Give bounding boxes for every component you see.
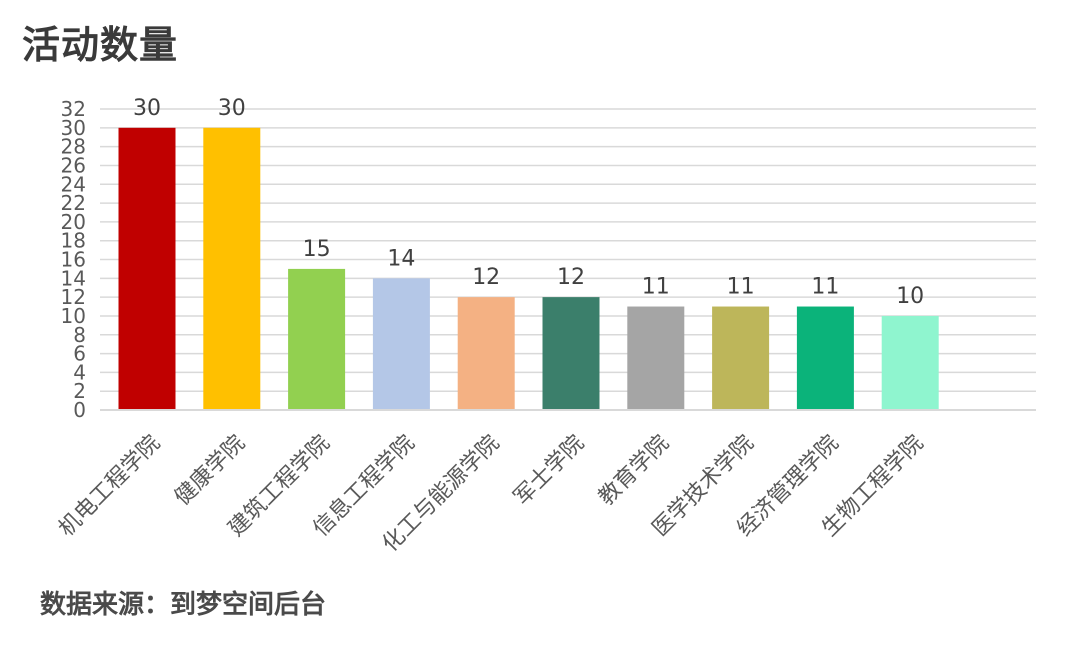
bar [881, 315, 939, 410]
bar [542, 297, 600, 410]
bar [457, 297, 515, 410]
data-label: 12 [472, 265, 500, 290]
y-tick-label: 32 [61, 97, 86, 121]
y-tick-label: 30 [61, 116, 86, 140]
y-tick-label: 28 [61, 135, 86, 159]
bar [627, 306, 685, 410]
y-tick-label: 16 [61, 248, 86, 272]
y-tick-label: 12 [61, 285, 86, 309]
data-label: 11 [727, 275, 755, 300]
y-tick-label: 2 [73, 379, 86, 403]
bar [712, 306, 770, 410]
data-label: 10 [896, 284, 924, 309]
y-tick-label: 10 [61, 304, 86, 328]
data-label: 12 [557, 265, 585, 290]
data-labels: 30 30 15 14 12 12 11 11 11 10 [133, 96, 924, 309]
y-tick-label: 24 [61, 172, 86, 196]
data-label: 11 [811, 275, 839, 300]
y-tick-label: 0 [73, 398, 86, 422]
data-label: 14 [387, 246, 415, 271]
x-tick-label: 军士学院 [509, 431, 589, 511]
chart-title: 活动数量 [22, 23, 179, 67]
bar [118, 127, 176, 410]
y-tick-label: 8 [73, 323, 86, 347]
bar [203, 127, 261, 410]
bar [796, 306, 854, 410]
data-label: 30 [218, 96, 246, 121]
x-tick-label: 教育学院 [594, 431, 674, 511]
y-tick-label: 26 [61, 153, 86, 177]
y-tick-label: 14 [61, 266, 86, 290]
bar [372, 278, 430, 410]
data-label: 15 [303, 237, 331, 262]
y-tick-label: 6 [73, 342, 86, 366]
bar [288, 268, 346, 410]
bars [118, 127, 939, 410]
data-label: 30 [133, 96, 161, 121]
x-tick-label: 健康学院 [170, 431, 250, 511]
source-note: 数据来源：到梦空间后台 [40, 590, 327, 620]
data-label: 11 [642, 275, 670, 300]
x-tick-label: 机电工程学院 [54, 431, 165, 542]
y-tick-label: 4 [73, 360, 86, 384]
y-tick-label: 22 [61, 191, 86, 215]
y-tick-label: 18 [61, 229, 86, 253]
y-tick-label: 20 [61, 210, 86, 234]
